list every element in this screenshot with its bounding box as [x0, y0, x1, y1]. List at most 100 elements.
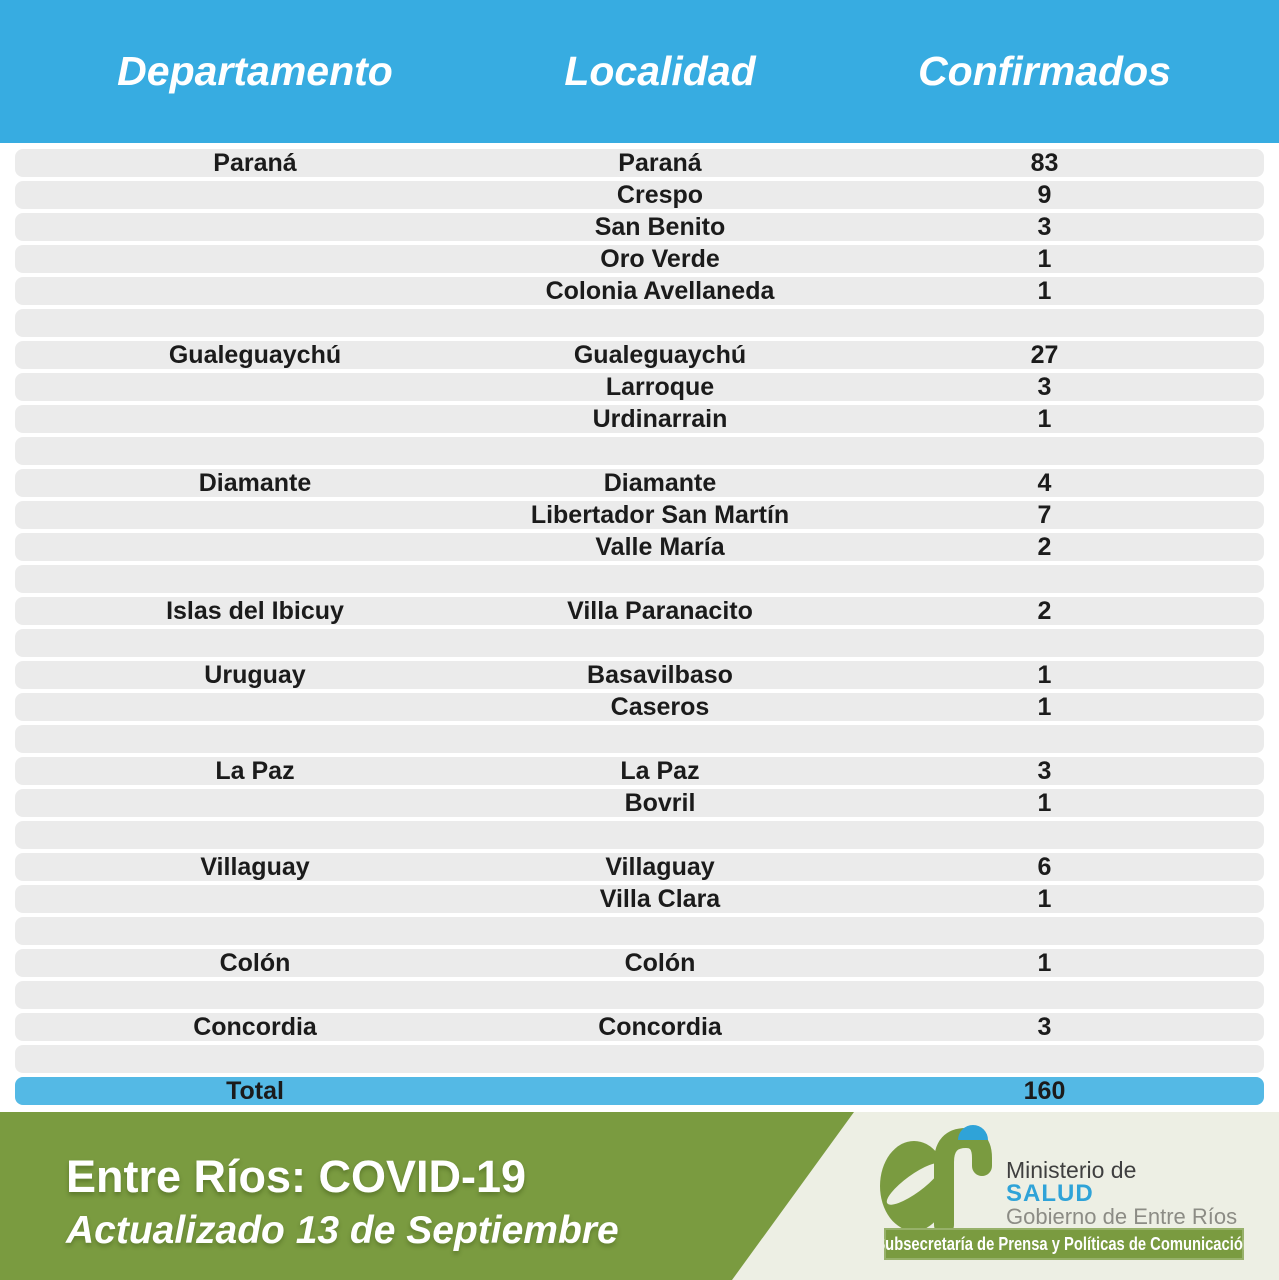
confirmed-cell: 7 [1037, 501, 1052, 529]
confirmed-cell: 1 [1037, 245, 1052, 273]
department-cell: Diamante [198, 469, 312, 497]
table-row: Larroque 3 [15, 373, 1264, 401]
locality-cell: Diamante [603, 469, 717, 497]
locality-cell: Bovril [624, 789, 696, 817]
footer-subtitle: Actualizado 13 de Septiembre [66, 1208, 619, 1252]
department-cell [15, 885, 495, 913]
department-cell: Paraná [213, 149, 297, 177]
table-row: Colón Colón 1 [15, 949, 1264, 977]
confirmed-cell: 9 [1037, 181, 1052, 209]
table-row: Villaguay Villaguay 6 [15, 853, 1264, 881]
table-row: Bovril 1 [15, 789, 1264, 817]
subsecretaria-label: Subsecretaría de Prensa y Políticas de C… [884, 1233, 1244, 1254]
department-cell: Villaguay [200, 853, 310, 881]
department-cell: Colón [219, 949, 291, 977]
confirmed-cell: 1 [1037, 789, 1052, 817]
ministry-line2: SALUD [1006, 1180, 1094, 1207]
confirmed-cell: 1 [1037, 693, 1052, 721]
department-cell [15, 789, 495, 817]
total-value: 160 [1023, 1077, 1066, 1105]
ministry-line1: Ministerio de [1006, 1157, 1137, 1183]
table-row: La Paz La Paz 3 [15, 757, 1264, 785]
table-row: Oro Verde 1 [15, 245, 1264, 273]
table-row: Urdinarrain 1 [15, 405, 1264, 433]
department-cell: Gualeguaychú [168, 341, 342, 369]
confirmed-cell: 1 [1037, 405, 1052, 433]
locality-cell: Larroque [605, 373, 715, 401]
confirmed-cell: 27 [1030, 341, 1059, 369]
footer-green-banner [0, 1112, 854, 1280]
locality-cell: Villa Clara [599, 885, 721, 913]
total-empty-cell [495, 1077, 825, 1105]
column-header-confirmados: Confirmados [918, 48, 1171, 94]
total-row: Total 160 [15, 1077, 1264, 1105]
locality-cell: Basavilbaso [587, 661, 733, 689]
locality-cell: Villa Paranacito [567, 597, 753, 625]
locality-cell: Libertador San Martín [530, 501, 790, 529]
confirmed-cell: 3 [1037, 373, 1052, 401]
locality-cell: Colón [624, 949, 696, 977]
confirmed-cell: 3 [1037, 213, 1052, 241]
confirmed-cell: 3 [1037, 757, 1052, 785]
table-row: Villa Clara 1 [15, 885, 1264, 913]
table-spacer-row [15, 917, 1264, 945]
subsecretaria-bar: Subsecretaría de Prensa y Políticas de C… [884, 1228, 1244, 1260]
table-spacer-row [15, 437, 1264, 465]
department-cell [15, 181, 495, 209]
table-body: Paraná Paraná 83 Crespo 9 San Benito 3 O… [0, 149, 1279, 1105]
table-row: Uruguay Basavilbaso 1 [15, 661, 1264, 689]
total-label: Total [226, 1077, 284, 1105]
footer: Entre Ríos: COVID-19 Actualizado 13 de S… [0, 1112, 1279, 1280]
department-cell: La Paz [215, 757, 295, 785]
confirmed-cell: 83 [1030, 149, 1059, 177]
table-row: Valle María 2 [15, 533, 1264, 561]
table-row: Caseros 1 [15, 693, 1264, 721]
table-spacer-row [15, 821, 1264, 849]
er-logo-icon [880, 1125, 992, 1235]
locality-cell: Colonia Avellaneda [545, 277, 775, 305]
department-cell [15, 405, 495, 433]
department-cell [15, 277, 495, 305]
locality-cell: Gualeguaychú [573, 341, 747, 369]
department-cell: Uruguay [204, 661, 306, 689]
table-header: Departamento Localidad Confirmados [0, 0, 1279, 143]
table-row: Libertador San Martín 7 [15, 501, 1264, 529]
confirmed-cell: 4 [1037, 469, 1052, 497]
locality-cell: La Paz [620, 757, 700, 785]
table-row: Diamante Diamante 4 [15, 469, 1264, 497]
locality-cell: Crespo [616, 181, 704, 209]
locality-cell: Caseros [610, 693, 710, 721]
locality-cell: Concordia [598, 1013, 722, 1041]
confirmed-cell: 1 [1037, 661, 1052, 689]
table-spacer-row [15, 309, 1264, 337]
table-row: Paraná Paraná 83 [15, 149, 1264, 177]
locality-cell: Paraná [618, 149, 702, 177]
locality-cell: Valle María [595, 533, 725, 561]
confirmed-cell: 1 [1037, 277, 1052, 305]
table-row: Colonia Avellaneda 1 [15, 277, 1264, 305]
department-cell [15, 533, 495, 561]
department-cell: Concordia [193, 1013, 317, 1041]
locality-cell: Villaguay [605, 853, 715, 881]
table-row: Concordia Concordia 3 [15, 1013, 1264, 1041]
department-cell [15, 501, 495, 529]
confirmed-cell: 2 [1037, 533, 1052, 561]
table-spacer-row [15, 629, 1264, 657]
table-spacer-row [15, 565, 1264, 593]
table-row: Islas del Ibicuy Villa Paranacito 2 [15, 597, 1264, 625]
column-header-localidad: Localidad [564, 48, 756, 94]
confirmed-cell: 3 [1037, 1013, 1052, 1041]
table-spacer-row [15, 725, 1264, 753]
department-cell: Islas del Ibicuy [166, 597, 344, 625]
table-row: Gualeguaychú Gualeguaychú 27 [15, 341, 1264, 369]
confirmed-cell: 1 [1037, 885, 1052, 913]
department-cell [15, 693, 495, 721]
table-spacer-row [15, 981, 1264, 1009]
ministry-block: Ministerio de SALUD Gobierno de Entre Rí… [1006, 1157, 1237, 1229]
confirmed-cell: 1 [1037, 949, 1052, 977]
department-cell [15, 373, 495, 401]
department-cell [15, 213, 495, 241]
footer-titles: Entre Ríos: COVID-19 Actualizado 13 de S… [66, 1152, 619, 1252]
column-header-departamento: Departamento [117, 48, 393, 94]
